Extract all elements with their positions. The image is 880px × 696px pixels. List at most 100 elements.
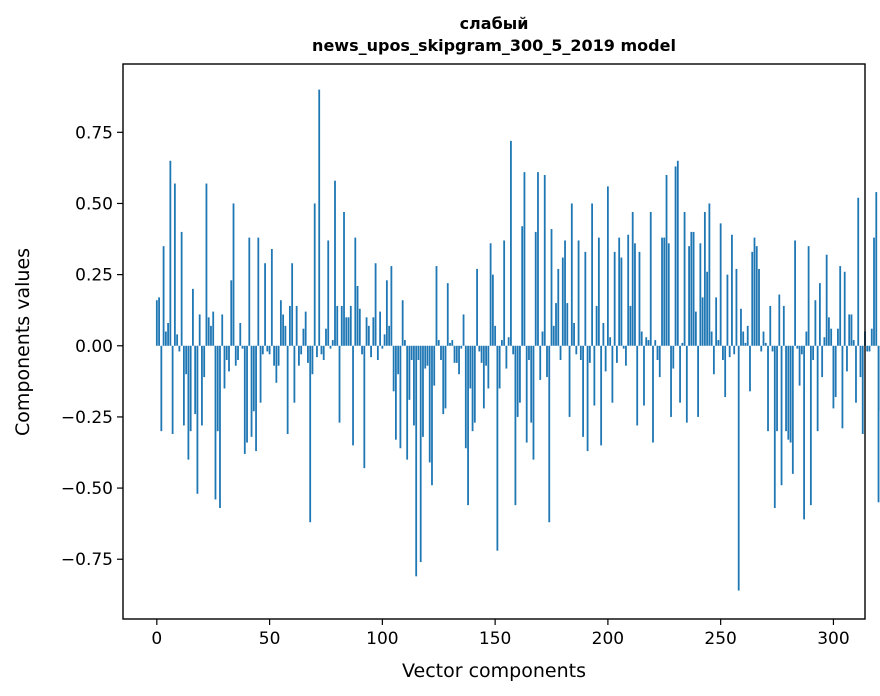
bar <box>155 300 158 346</box>
bar <box>537 172 539 346</box>
bar <box>207 317 210 346</box>
bar <box>476 268 478 346</box>
bar <box>665 175 668 346</box>
bar <box>609 337 612 346</box>
bar <box>252 345 255 412</box>
bar <box>694 311 697 346</box>
bar <box>349 305 352 346</box>
bar <box>803 345 805 520</box>
bar <box>221 314 224 346</box>
bar <box>510 140 512 346</box>
bar <box>214 345 217 500</box>
bar <box>629 305 632 346</box>
bar <box>485 345 487 366</box>
bar <box>525 345 528 443</box>
bar <box>523 172 526 346</box>
bar <box>600 345 603 446</box>
bar <box>394 345 397 440</box>
bar <box>219 345 221 508</box>
bar <box>300 345 303 355</box>
bar <box>496 345 499 551</box>
bar <box>185 345 188 375</box>
bar <box>823 337 826 346</box>
bar <box>388 325 391 346</box>
bar <box>728 345 731 358</box>
bar <box>415 345 418 577</box>
bar <box>564 240 566 346</box>
bar <box>381 345 384 349</box>
bar <box>794 240 796 346</box>
bar <box>500 340 503 346</box>
bar <box>307 345 309 363</box>
bar <box>778 294 781 346</box>
bar <box>482 345 485 409</box>
bar <box>203 345 206 378</box>
bar <box>699 243 702 346</box>
bar <box>514 345 517 506</box>
y-axis-label: Components values <box>12 248 34 436</box>
bar <box>401 300 404 346</box>
bar <box>343 212 345 346</box>
bar <box>489 243 492 346</box>
bar <box>232 203 235 346</box>
plot-frame <box>122 63 866 620</box>
bar <box>719 223 722 346</box>
bar <box>857 197 860 346</box>
bar <box>198 314 201 346</box>
chart-subtitle: news_upos_skipgram_300_5_2019 model <box>312 36 676 55</box>
bar <box>837 328 839 346</box>
bar <box>325 328 327 346</box>
bar <box>246 345 248 443</box>
bar <box>491 274 494 346</box>
bar <box>370 345 372 358</box>
bar <box>442 345 445 415</box>
bar <box>685 345 688 423</box>
bar <box>413 345 415 426</box>
bar <box>769 305 772 346</box>
bar <box>597 237 600 346</box>
bar <box>670 345 672 417</box>
bar <box>230 280 233 346</box>
bar <box>735 268 738 346</box>
bar <box>640 331 643 346</box>
bar <box>534 231 537 346</box>
bar <box>390 266 393 346</box>
bar <box>674 166 677 346</box>
bar <box>658 345 661 378</box>
bar <box>383 334 386 346</box>
bar <box>521 226 524 346</box>
bar <box>708 203 711 346</box>
bar <box>726 274 729 346</box>
bar <box>690 231 693 346</box>
bar <box>471 345 474 432</box>
bar <box>692 231 695 346</box>
bar <box>196 345 199 494</box>
bar <box>178 345 181 352</box>
bar <box>764 342 767 346</box>
bar <box>701 297 704 346</box>
bar <box>417 345 420 360</box>
y-tick-label: 0.25 <box>75 266 113 286</box>
bar <box>661 237 663 346</box>
bar <box>433 345 436 386</box>
bar <box>546 345 548 378</box>
bar <box>277 345 280 366</box>
bar <box>261 345 264 355</box>
bar <box>275 345 278 383</box>
bar <box>487 345 490 389</box>
bar <box>365 317 368 346</box>
bar <box>814 300 817 346</box>
bar <box>354 237 357 346</box>
bar <box>322 345 325 360</box>
bar <box>643 345 645 406</box>
bar <box>266 345 269 352</box>
bar <box>855 345 857 403</box>
y-tick-label: 0.50 <box>75 194 113 214</box>
bar <box>647 340 650 346</box>
bar <box>785 345 787 432</box>
bar <box>519 345 521 403</box>
bar <box>870 328 873 346</box>
bar <box>733 345 736 355</box>
bar <box>613 251 616 346</box>
bar <box>550 229 553 346</box>
